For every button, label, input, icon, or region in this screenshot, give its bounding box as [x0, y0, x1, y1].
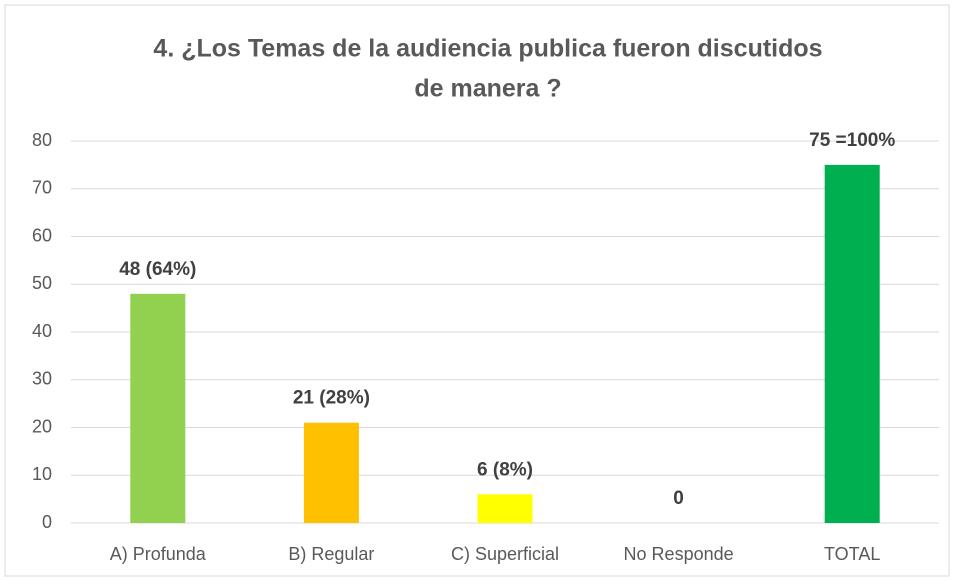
data-label: 6 (8%)	[477, 459, 533, 480]
bar	[303, 422, 359, 523]
y-tick-label: 10	[32, 464, 52, 484]
y-tick-label: 80	[32, 130, 52, 150]
data-label: 21 (28%)	[293, 388, 370, 409]
y-tick-label: 30	[32, 369, 52, 389]
x-tick-label: C) Superficial	[451, 544, 559, 564]
chart-title: 4. ¿Los Temas de la audiencia publica fu…	[153, 35, 822, 63]
x-tick-label: TOTAL	[824, 544, 880, 564]
y-tick-label: 0	[42, 512, 52, 532]
bar	[130, 293, 186, 523]
y-tick-label: 40	[32, 321, 52, 341]
x-tick-label: No Responde	[624, 544, 734, 564]
data-label: 48 (64%)	[119, 259, 196, 280]
bar	[477, 494, 533, 523]
chart-title: de manera ?	[414, 75, 561, 103]
data-label: 0	[673, 488, 684, 509]
data-label: 75 =100%	[809, 130, 895, 151]
y-tick-label: 50	[32, 273, 52, 293]
y-tick-label: 20	[32, 416, 52, 436]
x-tick-label: A) Profunda	[110, 544, 207, 564]
y-tick-label: 70	[32, 178, 52, 198]
bar	[824, 164, 880, 523]
x-tick-label: B) Regular	[288, 544, 374, 564]
y-tick-label: 60	[32, 225, 52, 245]
